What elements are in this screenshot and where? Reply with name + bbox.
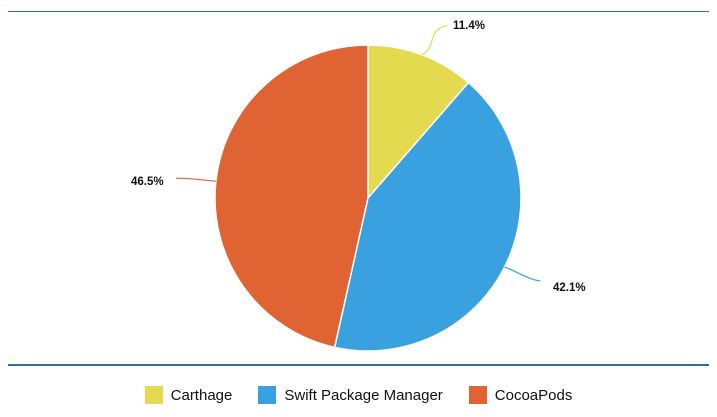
data-label-carthage: 11.4%	[453, 20, 485, 32]
legend-swatch-swift-package-manager	[258, 386, 277, 404]
pie-slices	[214, 44, 522, 352]
bottom-divider	[8, 364, 709, 366]
pie-leader-lines	[175, 25, 541, 282]
legend-item-swift-package-manager[interactable]: Swift Package Manager	[258, 386, 443, 404]
pie-data-labels: 11.4% 42.1% 46.5%	[131, 20, 586, 294]
chart-legend: Carthage Swift Package Manager CocoaPods	[0, 380, 717, 410]
legend-item-carthage[interactable]: Carthage	[144, 386, 233, 404]
leader-line-swift-package-manager	[504, 266, 541, 282]
data-label-cocoapods: 46.5%	[131, 176, 164, 188]
legend-label-cocoapods: CocoaPods	[494, 386, 573, 404]
pie-chart: 11.4% 42.1% 46.5%	[131, 20, 586, 352]
legend-swatch-cocoapods	[468, 386, 487, 404]
leader-line-cocoapods	[175, 177, 216, 182]
legend-swatch-carthage	[144, 386, 163, 404]
legend-item-cocoapods[interactable]: CocoaPods	[468, 386, 573, 404]
data-label-swift-package-manager: 42.1%	[553, 282, 586, 294]
top-divider	[8, 11, 709, 12]
legend-label-carthage: Carthage	[170, 386, 233, 404]
pie-slice-cocoapods[interactable]	[214, 44, 369, 349]
legend-label-swift-package-manager: Swift Package Manager	[284, 386, 443, 404]
leader-line-carthage	[421, 25, 448, 56]
pie-slice-carthage[interactable]	[367, 44, 470, 201]
